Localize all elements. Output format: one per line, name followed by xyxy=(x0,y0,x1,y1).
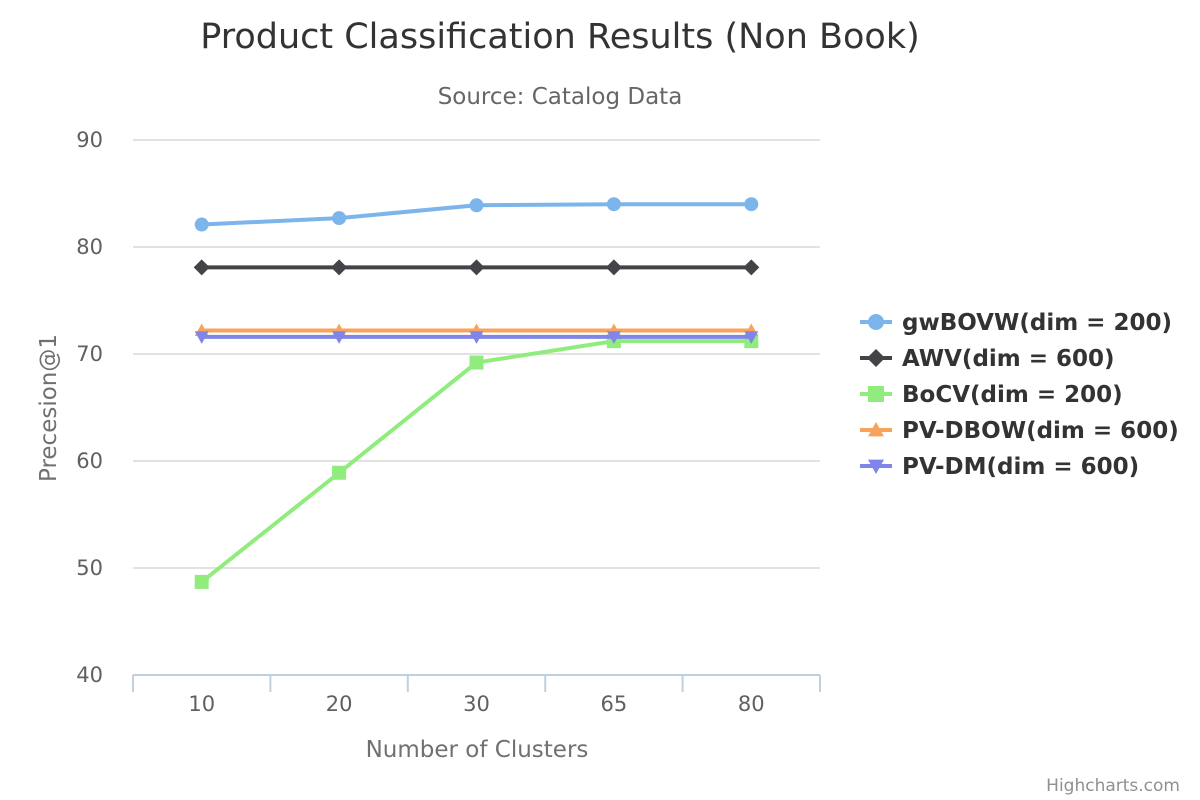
data-point xyxy=(606,197,621,212)
legend-label: BoCV(dim = 200) xyxy=(902,382,1123,408)
series-4 xyxy=(194,331,759,344)
chart-title: Product Classification Results (Non Book… xyxy=(200,17,920,57)
data-point xyxy=(743,259,760,276)
legend-item[interactable]: gwBOVW(dim = 200) xyxy=(860,310,1172,336)
legend-marker xyxy=(868,314,884,330)
y-tick-label: 70 xyxy=(76,342,103,366)
y-tick-label: 50 xyxy=(76,556,103,580)
series-1 xyxy=(193,259,760,276)
legend-label: AWV(dim = 600) xyxy=(902,346,1115,372)
credits-link[interactable]: Highcharts.com xyxy=(1046,776,1180,796)
y-tick-label: 60 xyxy=(76,449,103,473)
y-tick-label: 80 xyxy=(76,235,103,259)
legend: gwBOVW(dim = 200) AWV(dim = 600) BoCV(dim … xyxy=(860,310,1179,480)
legend-label: PV-DM(dim = 600) xyxy=(902,454,1139,480)
x-tick-label: 30 xyxy=(463,692,490,716)
y-tick-label: 90 xyxy=(76,128,103,152)
data-point xyxy=(194,331,209,344)
data-point xyxy=(744,197,759,212)
x-tick-label: 80 xyxy=(738,692,765,716)
data-point xyxy=(468,259,485,276)
x-tick-label: 10 xyxy=(188,692,215,716)
x-tick-label: 65 xyxy=(601,692,628,716)
x-axis-title: Number of Clusters xyxy=(366,737,589,763)
legend-marker xyxy=(868,459,884,474)
data-point xyxy=(331,259,348,276)
data-point xyxy=(193,259,210,276)
data-point xyxy=(744,331,759,344)
grid-lines xyxy=(133,139,820,569)
legend-item[interactable]: PV-DBOW(dim = 600) xyxy=(860,418,1179,444)
data-point xyxy=(469,331,484,344)
legend-marker xyxy=(868,386,884,402)
series-layer xyxy=(193,197,760,589)
data-point xyxy=(332,331,347,344)
data-point xyxy=(194,217,209,232)
legend-item[interactable]: AWV(dim = 600) xyxy=(860,346,1115,372)
y-axis-title: Precesion@1 xyxy=(36,334,62,482)
data-point xyxy=(194,574,209,589)
legend-label: gwBOVW(dim = 200) xyxy=(902,310,1172,336)
data-point xyxy=(469,355,484,370)
y-axis-ticks: 40 50 60 70 80 90 xyxy=(76,128,103,687)
y-tick-label: 40 xyxy=(76,663,103,687)
x-axis: 10 20 30 65 80 xyxy=(132,674,821,716)
legend-label: PV-DBOW(dim = 600) xyxy=(902,418,1179,444)
legend-marker xyxy=(868,422,884,437)
data-point xyxy=(469,198,484,213)
legend-item[interactable]: PV-DM(dim = 600) xyxy=(860,454,1139,480)
data-point xyxy=(332,465,347,480)
legend-item[interactable]: BoCV(dim = 200) xyxy=(860,382,1123,408)
chart-subtitle: Source: Catalog Data xyxy=(438,84,683,110)
series-0 xyxy=(194,197,759,232)
x-tick-label: 20 xyxy=(326,692,353,716)
data-point xyxy=(605,259,622,276)
data-point xyxy=(332,211,347,226)
data-point xyxy=(606,331,621,344)
legend-marker xyxy=(867,349,885,367)
